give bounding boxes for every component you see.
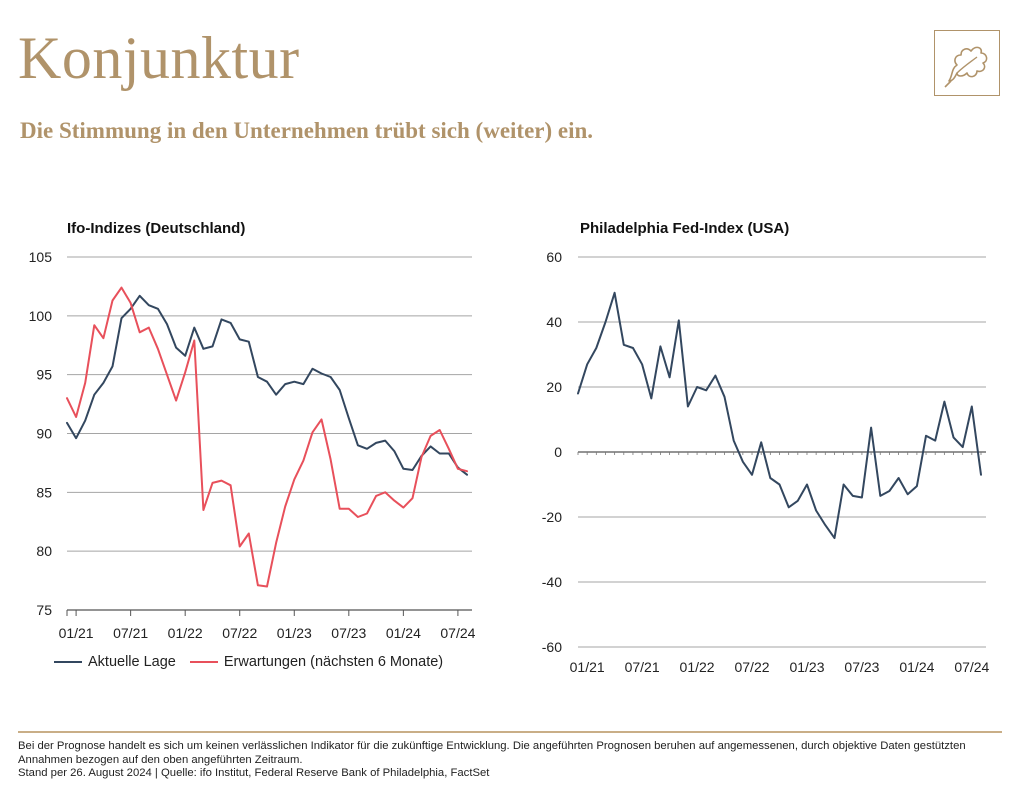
ifo-series-line-0 (66, 294, 468, 476)
philly-x-tick-label: 07/22 (734, 659, 769, 675)
footer-disclaimer: Bei der Prognose handelt es sich um kein… (18, 740, 966, 766)
ifo-x-tick-label: 01/22 (168, 625, 203, 641)
philly-y-tick-label: -20 (542, 509, 562, 525)
philly-chart-title: Philadelphia Fed-Index (USA) (580, 220, 790, 237)
logo (934, 30, 1000, 96)
ifo-x-tick-label: 01/21 (59, 625, 94, 641)
ifo-x-tick-label: 07/24 (440, 625, 475, 641)
philly-x-tick-label: 07/24 (954, 659, 989, 675)
philly-y-tick-label: 0 (554, 444, 562, 460)
ifo-y-tick-label: 75 (36, 602, 52, 618)
legend-label-erwartungen: Erwartungen (nächsten 6 Monate) (223, 654, 444, 670)
ifo-chart-title: Ifo-Indizes (Deutschland) (67, 220, 246, 237)
ifo-x-tick-label: 01/24 (386, 625, 421, 641)
ifo-y-tick-label: 105 (29, 249, 53, 265)
philly-x-tick-label: 01/22 (680, 659, 715, 675)
legend-swatch-navy (54, 661, 82, 663)
legend-swatch-red (189, 661, 218, 663)
ifo-x-tick-label: 07/23 (331, 625, 366, 641)
ifo-series-line-1 (66, 286, 468, 588)
ifo-y-tick-label: 85 (36, 484, 52, 500)
philly-y-tick-label: 40 (546, 314, 562, 330)
footer-divider (18, 731, 1002, 733)
ifo-legend: Aktuelle Lage Erwartungen (nächsten 6 Mo… (54, 654, 457, 670)
footer-source: Stand per 26. August 2024 | Quelle: ifo … (18, 767, 490, 779)
legend-item-aktuelle-lage: Aktuelle Lage (54, 654, 176, 670)
ifo-x-tick-label: 01/23 (277, 625, 312, 641)
page-subtitle: Die Stimmung in den Unternehmen trübt si… (20, 118, 594, 143)
philly-x-tick-label: 01/21 (570, 659, 605, 675)
ifo-x-tick-label: 07/21 (113, 625, 148, 641)
ifo-x-tick-label: 07/22 (222, 625, 257, 641)
philly-y-tick-label: 60 (546, 249, 562, 265)
ifo-y-tick-label: 90 (36, 426, 52, 442)
philly-y-tick-label: -40 (542, 574, 562, 590)
philly-x-tick-label: 01/23 (789, 659, 824, 675)
footer: Bei der Prognose handelt es sich um kein… (18, 740, 998, 781)
philly-series-line-0 (577, 291, 982, 540)
page-title: Konjunktur (18, 25, 300, 91)
philly-x-tick-label: 01/24 (899, 659, 934, 675)
oak-leaf-logo-icon (944, 46, 988, 88)
philly-x-tick-label: 07/23 (844, 659, 879, 675)
ifo-y-tick-label: 100 (29, 308, 53, 324)
ifo-y-tick-label: 80 (36, 543, 52, 559)
philly-y-tick-label: 20 (546, 379, 562, 395)
legend-item-erwartungen: Erwartungen (nächsten 6 Monate) (189, 654, 444, 670)
legend-label-aktuelle-lage: Aktuelle Lage (88, 654, 176, 670)
philly-x-tick-label: 07/21 (625, 659, 660, 675)
philly-y-tick-label: -60 (542, 639, 562, 655)
ifo-y-tick-label: 95 (36, 367, 52, 383)
